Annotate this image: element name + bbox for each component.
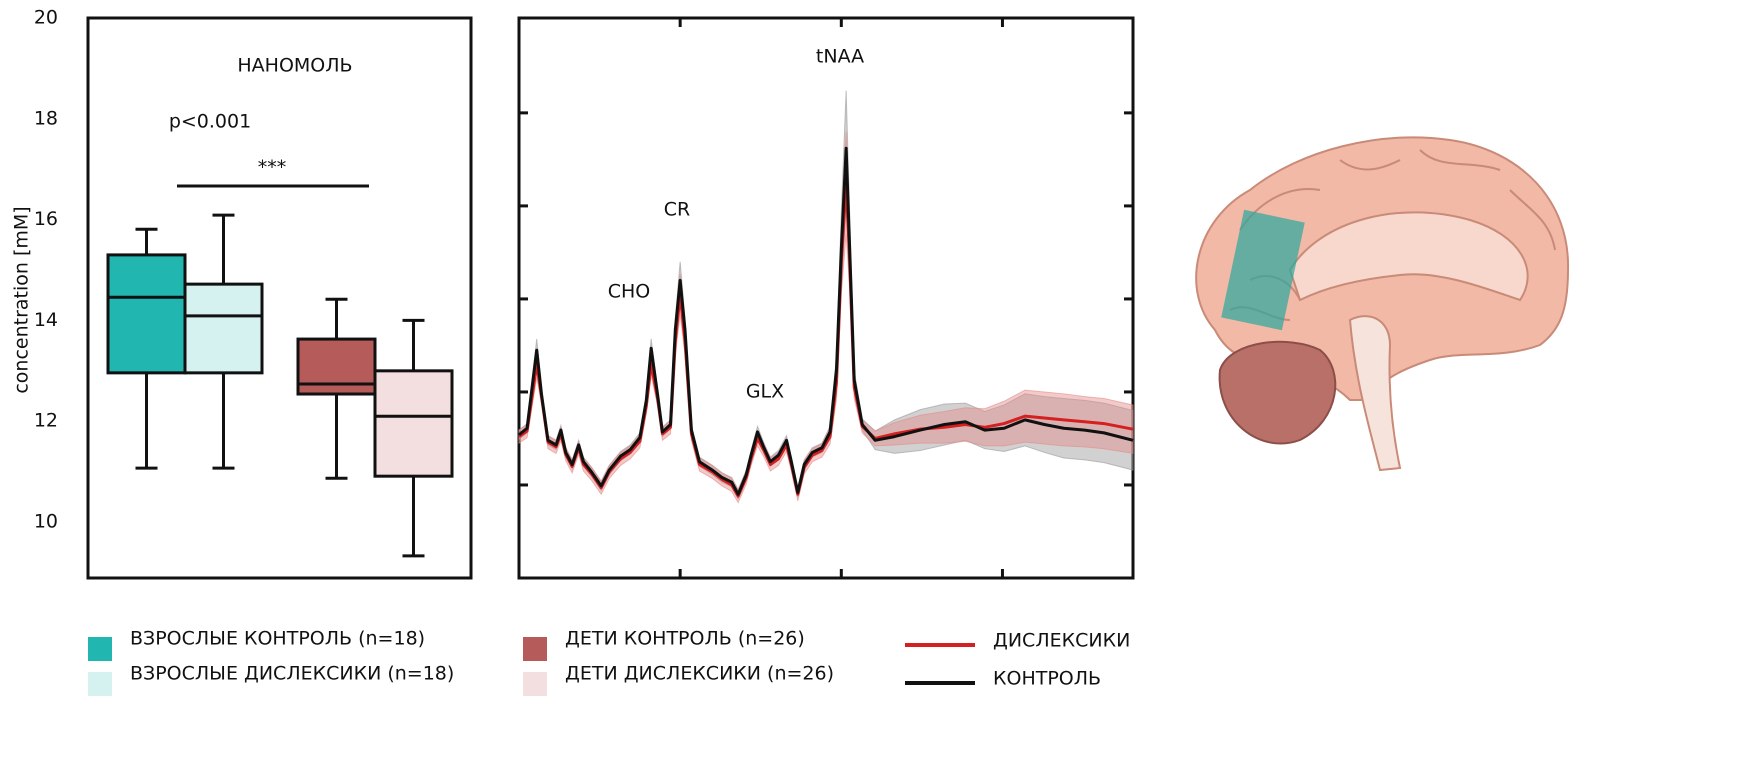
peak-label: GLX [746, 381, 784, 403]
peak-label: tNAA [816, 46, 864, 68]
peak-label: CHO [608, 281, 651, 303]
spectrum-line [518, 146, 1134, 496]
legend-label: ДЕТИ ДИСЛЕКСИКИ (n=26) [565, 663, 834, 685]
legend-label: КОНТРОЛЬ [993, 668, 1101, 690]
legend-label: ДИСЛЕКСИКИ [993, 630, 1130, 652]
p-value: p<0.001 [169, 111, 251, 133]
brain-illustration [1195, 136, 1570, 472]
significance-stars: *** [258, 157, 287, 179]
y-tick-label: 16 [34, 208, 58, 230]
y-tick-label: 10 [34, 511, 58, 533]
legend-label: ДЕТИ КОНТРОЛЬ (n=26) [565, 628, 805, 650]
y-tick-label: 18 [34, 107, 58, 129]
box [106, 253, 187, 375]
y-axis-label: concentration [mM] [11, 206, 33, 393]
box-plot-frame [86, 16, 473, 580]
box [296, 337, 377, 396]
box-title: НАНОМОЛЬ [237, 55, 352, 77]
legend-swatch [88, 637, 112, 661]
legend-swatch [523, 637, 547, 661]
y-tick-label: 12 [34, 410, 58, 432]
legend-label: ВЗРОСЛЫЕ ДИСЛЕКСИКИ (n=18) [130, 663, 454, 685]
box [183, 282, 264, 375]
box [373, 369, 454, 478]
legend-swatch [88, 672, 112, 696]
legend-swatch [523, 672, 547, 696]
y-tick-label: 20 [34, 7, 58, 29]
y-tick-label: 14 [34, 309, 58, 331]
peak-label: CR [664, 199, 690, 221]
legend-label: ВЗРОСЛЫЕ КОНТРОЛЬ (n=18) [130, 628, 425, 650]
